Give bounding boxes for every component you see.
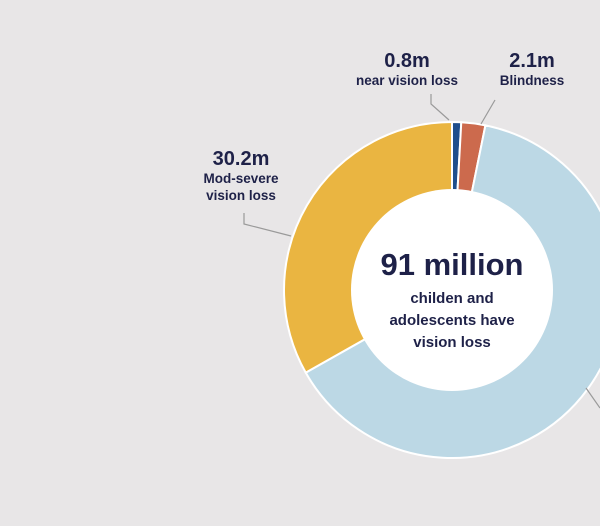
leader-line-2: [243, 213, 292, 237]
callout-mod-severe: 30.2m Mod-severe vision loss: [203, 148, 279, 203]
blindness-value: 2.1m: [509, 50, 555, 72]
callout-near-vision: 0.8m near vision loss: [356, 50, 458, 88]
leader-lines: [243, 94, 600, 409]
center-caption-line-2: adolescents have: [389, 312, 514, 329]
leader-line-1: [480, 99, 496, 125]
center-caption-line-3: vision loss: [413, 334, 491, 351]
donut-center-hole: [351, 189, 553, 391]
near-vision-label: near vision loss: [356, 73, 458, 88]
center-caption-line-1: childen and: [410, 290, 493, 307]
center-label: 91 million childen and adolescents have …: [381, 247, 524, 351]
center-headline: 91 million: [381, 247, 524, 282]
near-vision-value: 0.8m: [384, 50, 430, 72]
blindness-label: Blindness: [500, 73, 565, 88]
callout-blindness: 2.1m Blindness: [500, 50, 565, 88]
leader-line-0: [430, 94, 450, 121]
mod-severe-label-line-2: vision loss: [206, 188, 276, 203]
mod-severe-value: 30.2m: [213, 148, 270, 170]
leader-line-3: [585, 387, 600, 409]
mod-severe-label-line-1: Mod-severe: [203, 171, 279, 186]
